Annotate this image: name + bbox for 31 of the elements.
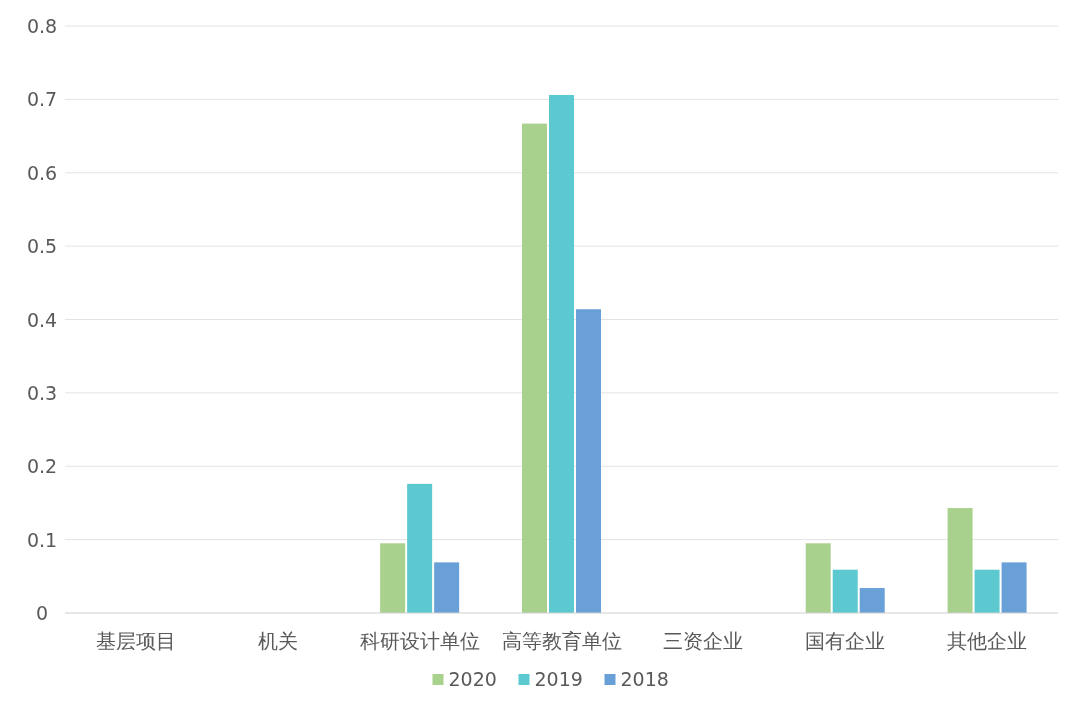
legend-label: 2018 [620, 668, 669, 690]
x-tick-label: 其他企业 [947, 629, 1028, 653]
legend-label: 2019 [534, 668, 583, 690]
bar [805, 543, 831, 613]
x-tick-label: 基层项目 [95, 629, 176, 653]
y-tick-label: 0.2 [26, 455, 58, 478]
x-tick-label: 科研设计单位 [359, 629, 480, 653]
x-tick-label: 机关 [257, 629, 298, 653]
bar [832, 569, 858, 613]
y-tick-label: 0.3 [26, 381, 58, 404]
bar [522, 123, 547, 613]
x-tick-label: 国有企业 [805, 629, 886, 653]
bar [947, 508, 973, 613]
bar [859, 588, 885, 613]
x-tick-label: 三资企业 [663, 629, 744, 653]
bar [407, 483, 433, 613]
y-tick-label: 0.7 [26, 88, 58, 111]
y-tick-label: 0.6 [26, 161, 58, 184]
y-tick-label: 0.5 [26, 235, 58, 258]
y-tick-label: 0.1 [26, 528, 58, 551]
bar [380, 543, 406, 613]
bar [549, 94, 574, 613]
y-tick-label: 0.4 [26, 308, 58, 331]
legend-label: 2020 [448, 668, 497, 690]
bar [434, 562, 460, 613]
bar [576, 309, 601, 613]
bar [974, 569, 1000, 613]
bar [1001, 562, 1027, 613]
x-tick-label: 高等教育单位 [501, 629, 622, 653]
y-tick-label: 0 [35, 602, 49, 624]
y-tick-label: 0.8 [26, 15, 58, 37]
